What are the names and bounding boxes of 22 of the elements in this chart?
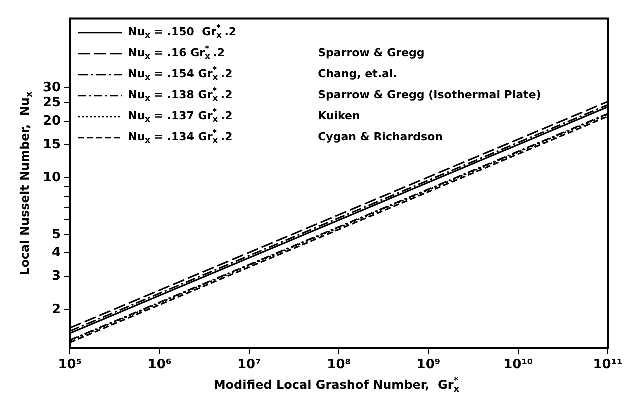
x-tick-label: 10¹⁰ [504,358,534,373]
annotation: Cygan & Richardson [318,130,443,144]
y-axis-title: Local Nusselt Number, Nux [18,92,35,276]
x-tick-label: 10⁹ [416,358,441,373]
x-tick-label: 10⁵ [58,358,82,373]
x-tick-label: 10⁸ [327,358,352,373]
y-tick-label: 2 [52,302,62,318]
annotation: Sparrow & Gregg [318,46,425,60]
y-tick-label: 30 [42,80,62,96]
x-tick-label: 10⁷ [237,358,262,373]
y-tick-label: 20 [42,114,62,129]
annotation: Chang, et.al. [318,68,398,81]
y-tick-label: 15 [42,137,62,152]
annotation: Sparrow & Gregg (Isothermal Plate) [318,88,542,102]
x-tick-label: 10⁶ [148,358,172,373]
x-tick-label: 10¹¹ [593,358,623,373]
annotation: Kuiken [318,110,360,123]
y-tick-label: 10 [42,170,62,186]
y-tick-label: 25 [42,95,62,110]
y-tick-label: 4 [52,246,62,261]
y-tick-label: 3 [52,269,62,284]
y-tick-label: 5 [52,227,62,242]
